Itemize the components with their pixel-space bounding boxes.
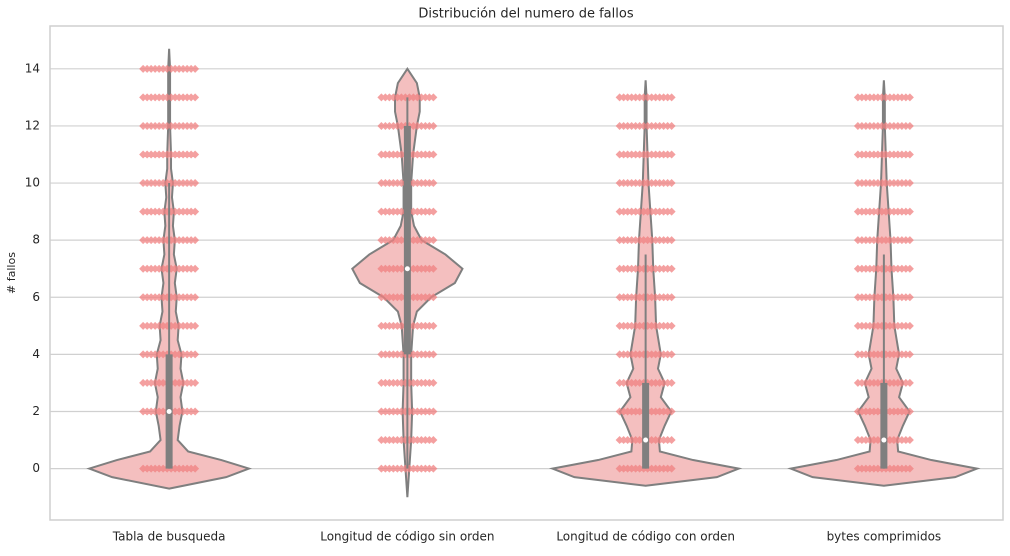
y-tick-label: 0 xyxy=(32,461,40,475)
iqr-box xyxy=(880,382,888,469)
strip-points xyxy=(139,150,200,159)
strip-points xyxy=(853,150,914,159)
x-tick-label: Longitud de código con orden xyxy=(556,530,735,544)
plot-frame xyxy=(49,25,1004,521)
strip-points xyxy=(139,121,200,130)
strip-points xyxy=(615,179,676,188)
x-tick-label: bytes comprimidos xyxy=(827,530,942,544)
strip-points xyxy=(139,64,200,73)
y-tick-label: 2 xyxy=(32,404,40,418)
y-tick-label: 8 xyxy=(32,233,40,247)
strip-points xyxy=(853,121,914,130)
y-tick-label: 4 xyxy=(32,347,40,361)
strip-points xyxy=(853,179,914,188)
y-axis-label: # fallos xyxy=(5,252,18,294)
y-tick-label: 14 xyxy=(25,61,40,75)
strip-points xyxy=(615,150,676,159)
y-tick-label: 6 xyxy=(32,290,40,304)
median xyxy=(404,266,410,272)
strip-points xyxy=(615,121,676,130)
chart-title: Distribución del numero de fallos xyxy=(418,7,633,22)
strip-points xyxy=(615,236,676,245)
y-tick-label: 12 xyxy=(25,118,40,132)
strip-points xyxy=(615,207,676,216)
iqr-box xyxy=(642,382,650,469)
strip-points xyxy=(615,93,676,102)
strip-points xyxy=(139,93,200,102)
y-tick-label: 10 xyxy=(25,176,40,190)
strip-points xyxy=(853,207,914,216)
strip-points xyxy=(853,236,914,245)
strip-points xyxy=(853,93,914,102)
median xyxy=(166,408,172,414)
x-tick-label: Tabla de busqueda xyxy=(112,530,226,544)
iqr-box xyxy=(403,125,411,355)
median xyxy=(881,437,887,443)
median xyxy=(643,437,649,443)
x-tick-label: Longitud de código sin orden xyxy=(320,530,494,544)
